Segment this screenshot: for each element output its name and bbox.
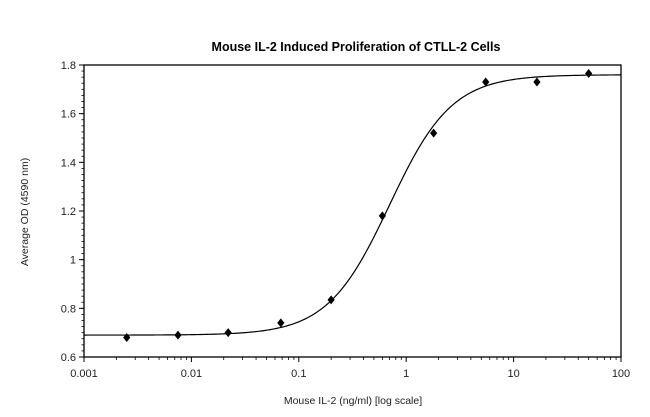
data-point bbox=[585, 69, 593, 79]
data-point bbox=[378, 211, 386, 221]
data-point bbox=[174, 330, 182, 340]
x-tick-label: 1 bbox=[403, 368, 409, 380]
axes: 0.6 0.8 1 1.2 1.4 1.6 1.8 0.001 0.01 0.1 1 10 100 bbox=[61, 60, 630, 380]
y-tick-label: 1.6 bbox=[61, 109, 76, 121]
data-point bbox=[482, 77, 490, 87]
data-point bbox=[277, 318, 285, 328]
y-tick-label: 0.8 bbox=[61, 303, 76, 315]
data-point bbox=[533, 77, 541, 87]
y-tick-label: 0.6 bbox=[61, 352, 76, 364]
data-point bbox=[123, 333, 131, 343]
data-point bbox=[430, 128, 438, 138]
fit-curve bbox=[84, 74, 621, 336]
x-axis-label: Mouse IL-2 (ng/ml) [log scale] bbox=[284, 395, 422, 407]
x-tick-label: 0.01 bbox=[181, 368, 202, 380]
x-tick-label: 0.1 bbox=[291, 368, 306, 380]
y-tick-label: 1 bbox=[70, 255, 76, 267]
y-tick-label: 1.4 bbox=[61, 157, 76, 169]
x-tick-label: 0.001 bbox=[70, 368, 98, 380]
plot-frame bbox=[83, 64, 622, 358]
data-points bbox=[123, 69, 593, 343]
y-tick-label: 1.2 bbox=[61, 206, 76, 218]
data-point bbox=[224, 328, 232, 338]
data-point bbox=[327, 295, 335, 305]
y-axis-label: Average OD (4590 nm) bbox=[19, 158, 31, 266]
chart-title: Mouse IL-2 Induced Proliferation of CTLL… bbox=[212, 40, 501, 54]
x-tick-label: 10 bbox=[507, 368, 519, 380]
x-tick-label: 100 bbox=[612, 368, 630, 380]
y-tick-label: 1.8 bbox=[61, 60, 76, 72]
